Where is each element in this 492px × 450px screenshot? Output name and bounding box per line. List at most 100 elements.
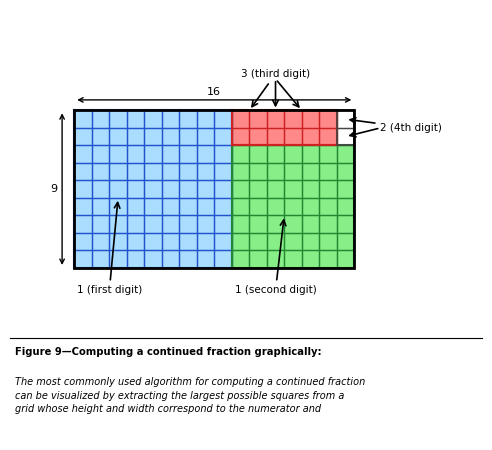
- Bar: [337, 128, 354, 145]
- Bar: [249, 145, 267, 163]
- Text: 3 (third digit): 3 (third digit): [241, 69, 310, 107]
- Bar: [249, 128, 267, 145]
- Bar: [249, 216, 267, 233]
- Bar: [109, 128, 127, 145]
- Bar: [249, 233, 267, 250]
- Bar: [267, 145, 284, 163]
- Bar: [302, 145, 319, 163]
- Bar: [215, 128, 232, 145]
- Bar: [319, 233, 337, 250]
- Bar: [267, 233, 284, 250]
- Bar: [232, 145, 354, 268]
- Bar: [319, 128, 337, 145]
- Bar: [197, 233, 215, 250]
- Bar: [179, 216, 197, 233]
- Bar: [267, 216, 284, 233]
- Bar: [249, 110, 267, 128]
- Bar: [319, 110, 337, 128]
- Bar: [215, 216, 232, 233]
- Bar: [337, 163, 354, 180]
- Bar: [337, 180, 354, 198]
- Bar: [127, 110, 144, 128]
- Bar: [74, 128, 92, 145]
- Bar: [92, 128, 109, 145]
- Bar: [109, 250, 127, 268]
- Bar: [162, 250, 179, 268]
- Bar: [197, 250, 215, 268]
- Bar: [232, 110, 337, 145]
- Bar: [144, 250, 162, 268]
- Bar: [232, 233, 249, 250]
- Bar: [232, 250, 249, 268]
- Bar: [284, 145, 302, 163]
- Bar: [162, 198, 179, 216]
- Bar: [74, 250, 92, 268]
- Bar: [127, 128, 144, 145]
- Bar: [267, 198, 284, 216]
- Bar: [215, 198, 232, 216]
- Bar: [127, 233, 144, 250]
- Bar: [162, 233, 179, 250]
- Bar: [109, 110, 127, 128]
- Bar: [302, 250, 319, 268]
- Bar: [109, 216, 127, 233]
- Bar: [162, 163, 179, 180]
- Bar: [197, 198, 215, 216]
- Bar: [337, 145, 354, 163]
- Bar: [284, 216, 302, 233]
- Bar: [144, 145, 162, 163]
- Bar: [92, 198, 109, 216]
- Bar: [249, 180, 267, 198]
- Bar: [109, 180, 127, 198]
- Bar: [232, 145, 249, 163]
- Bar: [337, 198, 354, 216]
- Bar: [232, 198, 249, 216]
- Bar: [232, 180, 249, 198]
- Bar: [74, 198, 92, 216]
- Bar: [92, 110, 109, 128]
- Bar: [215, 233, 232, 250]
- Bar: [197, 216, 215, 233]
- Bar: [267, 110, 284, 128]
- Bar: [337, 250, 354, 268]
- Bar: [74, 233, 92, 250]
- Bar: [337, 216, 354, 233]
- Bar: [162, 128, 179, 145]
- Bar: [267, 163, 284, 180]
- Bar: [109, 163, 127, 180]
- Bar: [267, 250, 284, 268]
- Bar: [92, 145, 109, 163]
- Bar: [179, 163, 197, 180]
- Bar: [162, 216, 179, 233]
- Bar: [179, 145, 197, 163]
- Bar: [179, 233, 197, 250]
- Bar: [319, 163, 337, 180]
- Bar: [127, 180, 144, 198]
- Bar: [215, 180, 232, 198]
- Bar: [249, 198, 267, 216]
- Bar: [197, 110, 215, 128]
- Bar: [74, 110, 232, 268]
- Text: Figure 9—Computing a continued fraction graphically:: Figure 9—Computing a continued fraction …: [15, 347, 325, 357]
- Bar: [144, 110, 162, 128]
- Bar: [127, 163, 144, 180]
- Bar: [284, 198, 302, 216]
- Bar: [267, 128, 284, 145]
- Bar: [109, 198, 127, 216]
- Bar: [215, 250, 232, 268]
- Bar: [179, 110, 197, 128]
- Bar: [319, 145, 337, 163]
- Bar: [284, 128, 302, 145]
- Bar: [249, 163, 267, 180]
- Bar: [144, 216, 162, 233]
- Text: 1 (first digit): 1 (first digit): [77, 202, 142, 295]
- Bar: [337, 110, 354, 145]
- Bar: [215, 163, 232, 180]
- Bar: [337, 110, 354, 128]
- Bar: [319, 198, 337, 216]
- Text: The most commonly used algorithm for computing a continued fraction
can be visua: The most commonly used algorithm for com…: [15, 378, 365, 414]
- Bar: [249, 250, 267, 268]
- Text: 2 (4th digit): 2 (4th digit): [350, 118, 442, 133]
- Bar: [144, 233, 162, 250]
- Bar: [302, 198, 319, 216]
